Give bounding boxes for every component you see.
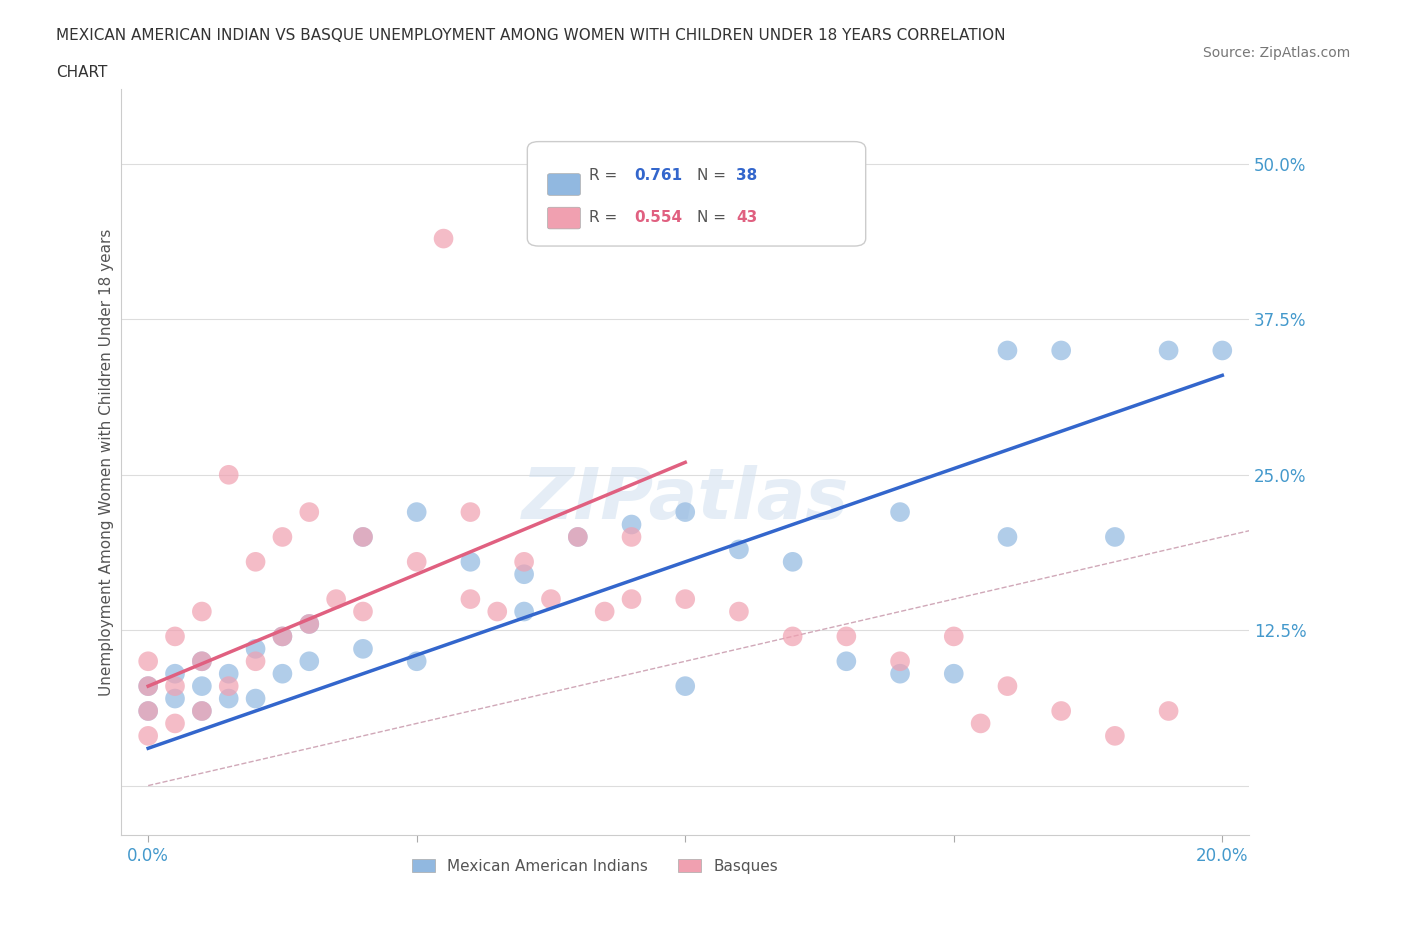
Text: N =: N = — [696, 167, 730, 182]
Point — [782, 554, 804, 569]
Point — [136, 704, 159, 719]
Point — [325, 591, 347, 606]
Point — [513, 604, 536, 619]
Point — [136, 679, 159, 694]
Point — [728, 604, 751, 619]
Point — [1104, 529, 1126, 544]
Point — [1104, 728, 1126, 743]
Point — [673, 679, 696, 694]
Text: ZIPatlas: ZIPatlas — [522, 465, 849, 534]
Text: R =: R = — [589, 167, 623, 182]
Point — [942, 629, 965, 644]
Point — [432, 232, 454, 246]
Point — [889, 654, 911, 669]
FancyBboxPatch shape — [527, 141, 866, 246]
Point — [191, 704, 214, 719]
Text: R =: R = — [589, 210, 623, 225]
Point — [835, 654, 858, 669]
Point — [218, 468, 240, 483]
Point — [1050, 343, 1073, 358]
Point — [136, 704, 159, 719]
Point — [218, 691, 240, 706]
Point — [1211, 343, 1233, 358]
Point — [620, 517, 643, 532]
Point — [405, 505, 427, 520]
Point — [782, 629, 804, 644]
Point — [728, 542, 751, 557]
Point — [191, 679, 214, 694]
Point — [997, 679, 1019, 694]
Text: N =: N = — [696, 210, 730, 225]
Point — [163, 716, 186, 731]
Point — [163, 666, 186, 681]
Point — [889, 666, 911, 681]
Point — [835, 629, 858, 644]
Point — [136, 654, 159, 669]
Point — [298, 654, 321, 669]
Point — [620, 529, 643, 544]
FancyBboxPatch shape — [547, 174, 581, 195]
Point — [191, 704, 214, 719]
Point — [673, 591, 696, 606]
Point — [460, 554, 482, 569]
Point — [271, 666, 294, 681]
Point — [352, 529, 374, 544]
Point — [673, 505, 696, 520]
Point — [1050, 704, 1073, 719]
Point — [352, 642, 374, 657]
Point — [567, 529, 589, 544]
Text: 43: 43 — [735, 210, 758, 225]
Point — [271, 629, 294, 644]
Point — [271, 629, 294, 644]
FancyBboxPatch shape — [547, 207, 581, 229]
Point — [191, 654, 214, 669]
Point — [889, 505, 911, 520]
Point — [298, 617, 321, 631]
Text: 0.554: 0.554 — [634, 210, 682, 225]
Point — [352, 604, 374, 619]
Point — [540, 591, 562, 606]
Point — [486, 604, 509, 619]
Point — [1157, 704, 1180, 719]
Point — [163, 679, 186, 694]
Point — [191, 654, 214, 669]
Text: 0.761: 0.761 — [634, 167, 682, 182]
Text: MEXICAN AMERICAN INDIAN VS BASQUE UNEMPLOYMENT AMONG WOMEN WITH CHILDREN UNDER 1: MEXICAN AMERICAN INDIAN VS BASQUE UNEMPL… — [56, 28, 1005, 43]
Point — [969, 716, 991, 731]
Point — [136, 728, 159, 743]
Point — [245, 691, 267, 706]
Text: 38: 38 — [735, 167, 758, 182]
Point — [298, 505, 321, 520]
Point — [271, 529, 294, 544]
Text: CHART: CHART — [56, 65, 108, 80]
Point — [136, 679, 159, 694]
Point — [163, 691, 186, 706]
Point — [298, 617, 321, 631]
Point — [245, 654, 267, 669]
Legend: Mexican American Indians, Basques: Mexican American Indians, Basques — [406, 853, 785, 880]
Point — [218, 666, 240, 681]
Point — [245, 642, 267, 657]
Point — [620, 591, 643, 606]
Point — [191, 604, 214, 619]
Point — [593, 604, 616, 619]
Point — [218, 679, 240, 694]
Point — [245, 554, 267, 569]
Point — [513, 554, 536, 569]
Y-axis label: Unemployment Among Women with Children Under 18 years: Unemployment Among Women with Children U… — [100, 229, 114, 696]
Point — [997, 529, 1019, 544]
Point — [352, 529, 374, 544]
Point — [942, 666, 965, 681]
Point — [405, 554, 427, 569]
Text: Source: ZipAtlas.com: Source: ZipAtlas.com — [1202, 46, 1350, 60]
Point — [460, 505, 482, 520]
Point — [513, 566, 536, 581]
Point — [997, 343, 1019, 358]
Point — [1157, 343, 1180, 358]
Point — [567, 529, 589, 544]
Point — [460, 591, 482, 606]
Point — [163, 629, 186, 644]
Point — [405, 654, 427, 669]
